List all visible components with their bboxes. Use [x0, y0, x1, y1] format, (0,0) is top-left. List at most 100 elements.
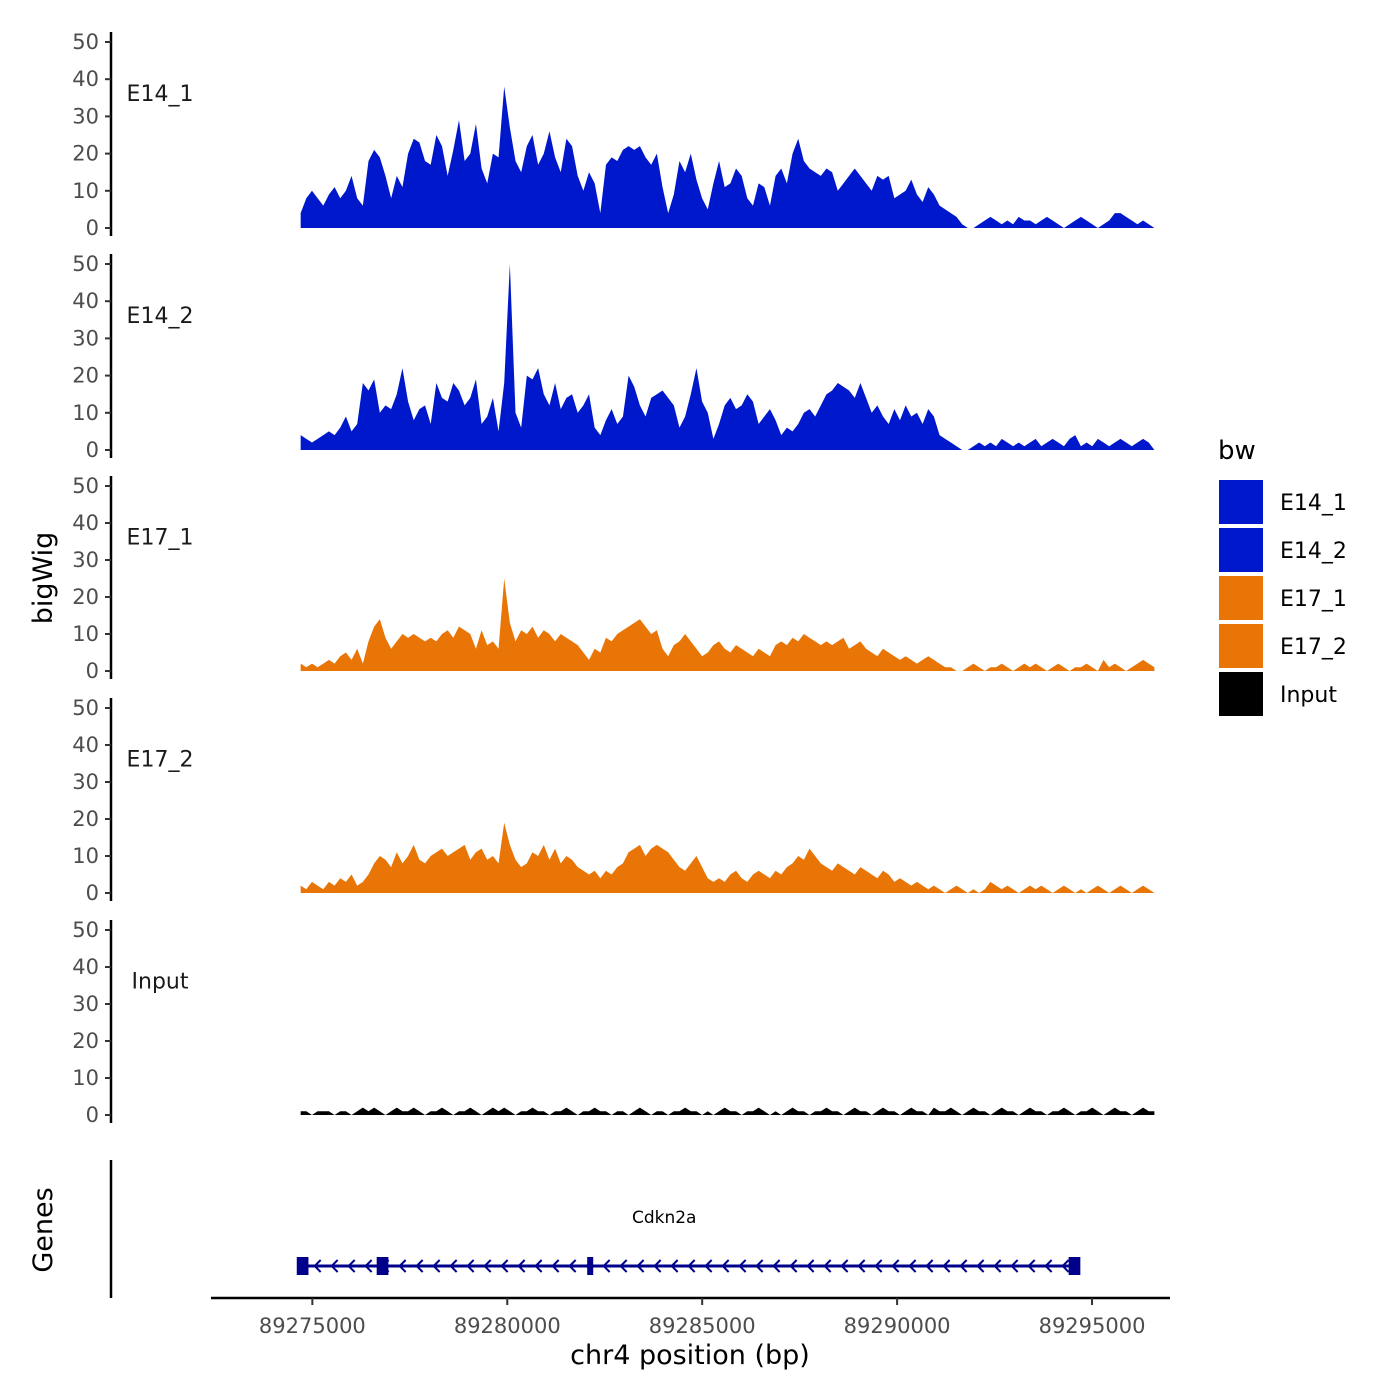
y-tick-label: 30 [72, 104, 99, 128]
y-tick-label: 40 [72, 511, 99, 535]
gene-panel: Cdkn2a [109, 1160, 1081, 1298]
legend-item-input: Input [1219, 672, 1337, 716]
strand-arrow [1010, 1259, 1019, 1273]
track-label-input: Input [132, 970, 189, 995]
y-tick-label: 30 [72, 992, 99, 1016]
legend-label: Input [1280, 683, 1337, 708]
y-tick-label: 30 [72, 548, 99, 572]
y-tick-label: 40 [72, 955, 99, 979]
legend-label: E14_1 [1280, 491, 1347, 516]
strand-arrow [789, 1259, 798, 1273]
y-tick-label: 10 [72, 844, 99, 868]
strand-arrow [891, 1259, 900, 1273]
strand-arrow [959, 1259, 968, 1273]
y-tick-label: 0 [86, 659, 99, 683]
strand-arrow [619, 1259, 628, 1273]
track-label-e17-2: E17_2 [127, 748, 194, 773]
strand-arrow [1027, 1259, 1036, 1273]
strand-arrow [415, 1259, 424, 1273]
strand-arrow [330, 1259, 339, 1273]
bigwig-tracks: 0 10 20 30 40 50 E14_1 0 10 20 30 40 50 E14_2 0 10 20 30 4… [72, 30, 1155, 1127]
y-tick-label: 10 [72, 179, 99, 203]
strand-arrow [1061, 1259, 1070, 1273]
legend-item-e14-1: E14_1 [1219, 480, 1347, 524]
y-tick-label: 0 [86, 438, 99, 462]
y-tick-label: 20 [72, 364, 99, 388]
strand-arrow [840, 1259, 849, 1273]
exon [376, 1257, 389, 1275]
strand-arrow [466, 1259, 475, 1273]
strand-arrow [942, 1259, 951, 1273]
strand-arrow [483, 1259, 492, 1273]
strand-arrow [500, 1259, 509, 1273]
exon [296, 1257, 309, 1275]
strand-arrow [636, 1259, 645, 1273]
y-tick-label: 50 [72, 252, 99, 276]
genes-axis-title: Genes [28, 1187, 59, 1272]
y-tick-label: 50 [72, 696, 99, 720]
gene-label: Cdkn2a [632, 1208, 697, 1228]
strand-arrow [653, 1259, 662, 1273]
track-e17-2: 0 10 20 30 40 50 E17_2 [72, 696, 1155, 905]
x-tick-label: 89290000 [844, 1314, 951, 1338]
legend-swatch [1219, 480, 1263, 524]
y-tick-label: 30 [72, 770, 99, 794]
y-tick-label: 20 [72, 807, 99, 831]
legend-label: E17_1 [1280, 587, 1347, 612]
area-input [300, 1107, 1155, 1115]
strand-arrow [568, 1259, 577, 1273]
legend-swatch [1219, 624, 1263, 668]
y-tick-label: 20 [72, 1029, 99, 1053]
track-e14-2: 0 10 20 30 40 50 E14_2 [72, 252, 1155, 462]
strand-arrow [602, 1259, 611, 1273]
y-tick-label: 40 [72, 289, 99, 313]
strand-arrow [364, 1259, 373, 1273]
strand-arrow [313, 1259, 322, 1273]
y-tick-label: 0 [86, 881, 99, 905]
exon [1068, 1257, 1081, 1275]
legend: bw E14_1 E14_2 E17_1 E17_2 Input [1218, 436, 1347, 716]
x-tick-label: 89295000 [1039, 1314, 1146, 1338]
y-tick-label: 40 [72, 67, 99, 91]
strand-arrow [551, 1259, 560, 1273]
y-tick-label: 20 [72, 142, 99, 166]
strand-arrow [976, 1259, 985, 1273]
strand-arrow [772, 1259, 781, 1273]
legend-swatch [1219, 672, 1263, 716]
x-tick-label: 89280000 [454, 1314, 561, 1338]
strand-arrow [908, 1259, 917, 1273]
x-axis-title: chr4 position (bp) [570, 1340, 810, 1371]
y-tick-label: 10 [72, 401, 99, 425]
legend-item-e17-1: E17_1 [1219, 576, 1347, 620]
strand-arrow [517, 1259, 526, 1273]
y-tick-label: 10 [72, 622, 99, 646]
area-e17-2 [300, 822, 1155, 893]
legend-swatch [1219, 528, 1263, 572]
y-tick-label: 50 [72, 474, 99, 498]
strand-arrow [687, 1259, 696, 1273]
strand-arrow [449, 1259, 458, 1273]
y-tick-label: 40 [72, 733, 99, 757]
strand-arrow [432, 1259, 441, 1273]
track-label-e14-2: E14_2 [127, 304, 194, 329]
legend-title: bw [1218, 436, 1256, 466]
area-e14-1 [300, 86, 1155, 228]
area-e17-1 [300, 578, 1155, 671]
strand-arrow [704, 1259, 713, 1273]
strand-arrow [925, 1259, 934, 1273]
strand-arrow [738, 1259, 747, 1273]
strand-arrow [823, 1259, 832, 1273]
y-tick-label: 50 [72, 918, 99, 942]
exon [587, 1257, 594, 1275]
y-axis-title: bigWig [28, 532, 59, 625]
x-tick-label: 89275000 [259, 1314, 366, 1338]
legend-item-e17-2: E17_2 [1219, 624, 1347, 668]
gene-cdkn2a: Cdkn2a [296, 1208, 1081, 1275]
strand-arrow [993, 1259, 1002, 1273]
strand-arrow [755, 1259, 764, 1273]
y-tick-label: 10 [72, 1066, 99, 1090]
x-tick-label: 89285000 [649, 1314, 756, 1338]
track-e14-1: 0 10 20 30 40 50 E14_1 [72, 30, 1155, 240]
strand-arrow [347, 1259, 356, 1273]
strand-arrow [721, 1259, 730, 1273]
